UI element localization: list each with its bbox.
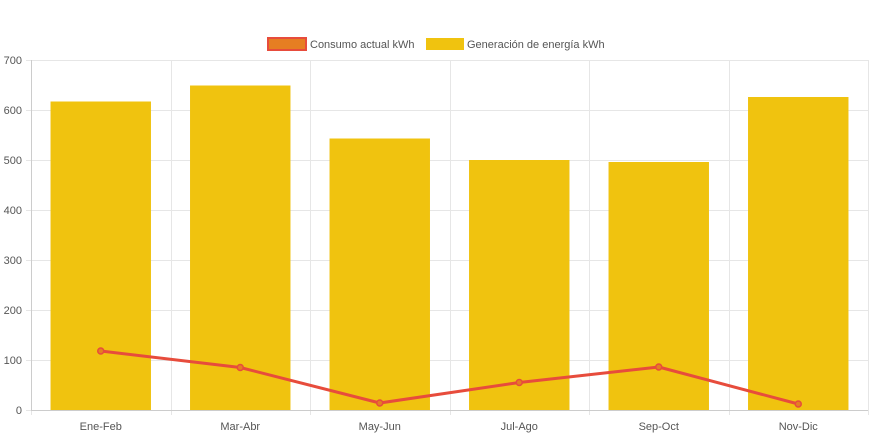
- x-tick-label: Jul-Ago: [501, 421, 538, 433]
- x-tick-label: Ene-Feb: [80, 421, 122, 433]
- x-tick-label: Nov-Dic: [779, 421, 819, 433]
- legend-swatch-consumo[interactable]: [267, 37, 307, 51]
- line-point-nov-dic[interactable]: [794, 400, 802, 408]
- y-tick-label: 200: [4, 305, 22, 317]
- bar-series: [50, 85, 849, 411]
- axes: 0 100 200 300 400 500 600 700 Ene-Feb Mar-Abr May-…: [4, 55, 868, 433]
- bar-ene-feb[interactable]: [50, 101, 151, 411]
- line-point-jul-ago[interactable]: [515, 378, 523, 387]
- x-tick-label: May-Jun: [359, 421, 401, 433]
- legend-swatch-generacion[interactable]: [426, 38, 464, 50]
- y-tick-label: 300: [4, 255, 22, 267]
- y-tick-label: 500: [4, 155, 22, 167]
- y-tick-label: 700: [4, 55, 22, 67]
- y-tick-label: 0: [16, 405, 22, 417]
- bar-nov-dic[interactable]: [748, 97, 849, 410]
- bar-jul-ago[interactable]: [469, 160, 570, 410]
- y-tick-label: 600: [4, 105, 22, 117]
- bar-sep-oct[interactable]: [608, 162, 709, 410]
- consumo-line: [100, 349, 799, 406]
- grid: [26, 60, 869, 415]
- bar-mar-abr[interactable]: [190, 85, 291, 411]
- line-point-ene-feb[interactable]: [97, 347, 105, 355]
- line-point-mar-abr[interactable]: [236, 363, 244, 372]
- line-point-sep-oct[interactable]: [655, 363, 663, 371]
- x-tick-label: Sep-Oct: [639, 421, 679, 433]
- x-tick-label: Mar-Abr: [220, 421, 260, 433]
- y-tick-label: 100: [4, 355, 22, 367]
- line-point-may-jun[interactable]: [376, 399, 384, 407]
- line-series: [97, 347, 802, 408]
- legend: Consumo actual kWh Generación de energía…: [267, 37, 605, 51]
- legend-label-consumo[interactable]: Consumo actual kWh: [310, 39, 415, 51]
- legend-label-generacion[interactable]: Generación de energía kWh: [467, 39, 605, 51]
- bar-may-jun[interactable]: [329, 138, 430, 411]
- y-tick-label: 400: [4, 205, 22, 217]
